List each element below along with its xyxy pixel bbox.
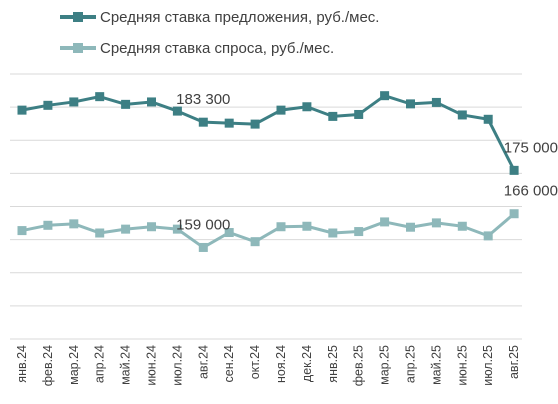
offer-data-point [69,97,79,107]
demand-data-point [483,231,493,241]
legend-item-demand: Средняя ставка спроса, руб./мес. [60,35,379,61]
offer-data-point [276,105,286,115]
x-tick-label: сен.24 [222,345,236,383]
demand-data-point [354,227,364,237]
demand-data-point [198,242,208,252]
x-tick-label: июн.24 [145,345,159,386]
x-tick-label: апр.24 [93,345,107,383]
x-tick-label: июн.25 [455,345,469,386]
demand-data-point [509,209,519,219]
data-label: 166 000 [504,183,558,200]
legend-label-offer: Средняя ставка предложения, руб./мес. [100,8,380,26]
x-tick-label: май.25 [429,345,443,385]
x-tick-label: мар.24 [67,345,81,385]
legend-marker-demand [73,43,83,53]
demand-data-point [172,224,182,234]
demand-data-point [69,219,79,229]
x-tick-label: фев.25 [352,345,366,386]
offer-data-point [250,119,260,129]
x-tick-label: янв.25 [326,345,340,383]
x-tick-label: дек.24 [300,345,314,382]
x-tick-label: авг.25 [507,345,521,379]
offer-data-point [457,110,467,120]
demand-data-point [302,221,312,231]
data-label: 175 000 [504,139,558,156]
demand-data-point [276,222,286,232]
legend-label-demand: Средняя ставка спроса, руб./мес. [100,39,335,57]
x-tick-label: мар.25 [378,345,392,385]
x-tick-label: авг.24 [196,345,210,379]
demand-data-point [250,237,260,247]
offer-data-point [354,109,364,119]
x-tick-label: фев.24 [41,345,55,386]
offer-data-point [380,91,390,101]
demand-data-point [121,224,131,234]
demand-data-point [17,226,27,236]
offer-data-point [43,100,53,110]
data-label: 159 000 [176,216,230,233]
legend-item-offer: Средняя ставка предложения, руб./мес. [60,4,379,30]
x-tick-label: янв.24 [15,345,29,383]
x-tick-label: окт.24 [248,345,262,379]
offer-data-point [431,97,441,107]
offer-data-point [328,111,338,121]
offer-data-point [121,99,131,109]
demand-data-point [328,228,338,238]
x-tick-label: апр.25 [404,345,418,383]
legend-swatch-offer [60,7,96,27]
demand-data-point [406,222,415,232]
legend: Средняя ставка предложения, руб./мес. Ср… [60,4,379,66]
legend-swatch-demand [60,38,96,58]
offer-data-point [17,105,27,115]
offer-data-point [406,99,415,109]
demand-data-point [224,228,234,238]
offer-data-point [509,165,519,175]
offer-data-point [224,118,234,128]
offer-data-point [147,97,156,107]
x-tick-label: июл.25 [481,345,495,386]
demand-data-point [380,217,390,227]
demand-data-point [95,228,105,238]
demand-data-point [43,220,53,230]
x-tick-label: июл.24 [170,345,184,386]
offer-data-point [95,92,105,102]
x-tick-label: май.24 [119,345,133,385]
legend-marker-offer [73,12,83,22]
data-label: 183 300 [176,91,230,108]
offer-data-point [302,102,312,112]
offer-data-point [172,106,182,116]
demand-data-point [457,221,467,231]
offer-data-point [198,117,208,127]
demand-data-point [431,218,441,228]
offer-data-point [483,114,493,124]
x-tick-label: ноя.24 [274,345,288,383]
demand-data-point [147,222,156,232]
